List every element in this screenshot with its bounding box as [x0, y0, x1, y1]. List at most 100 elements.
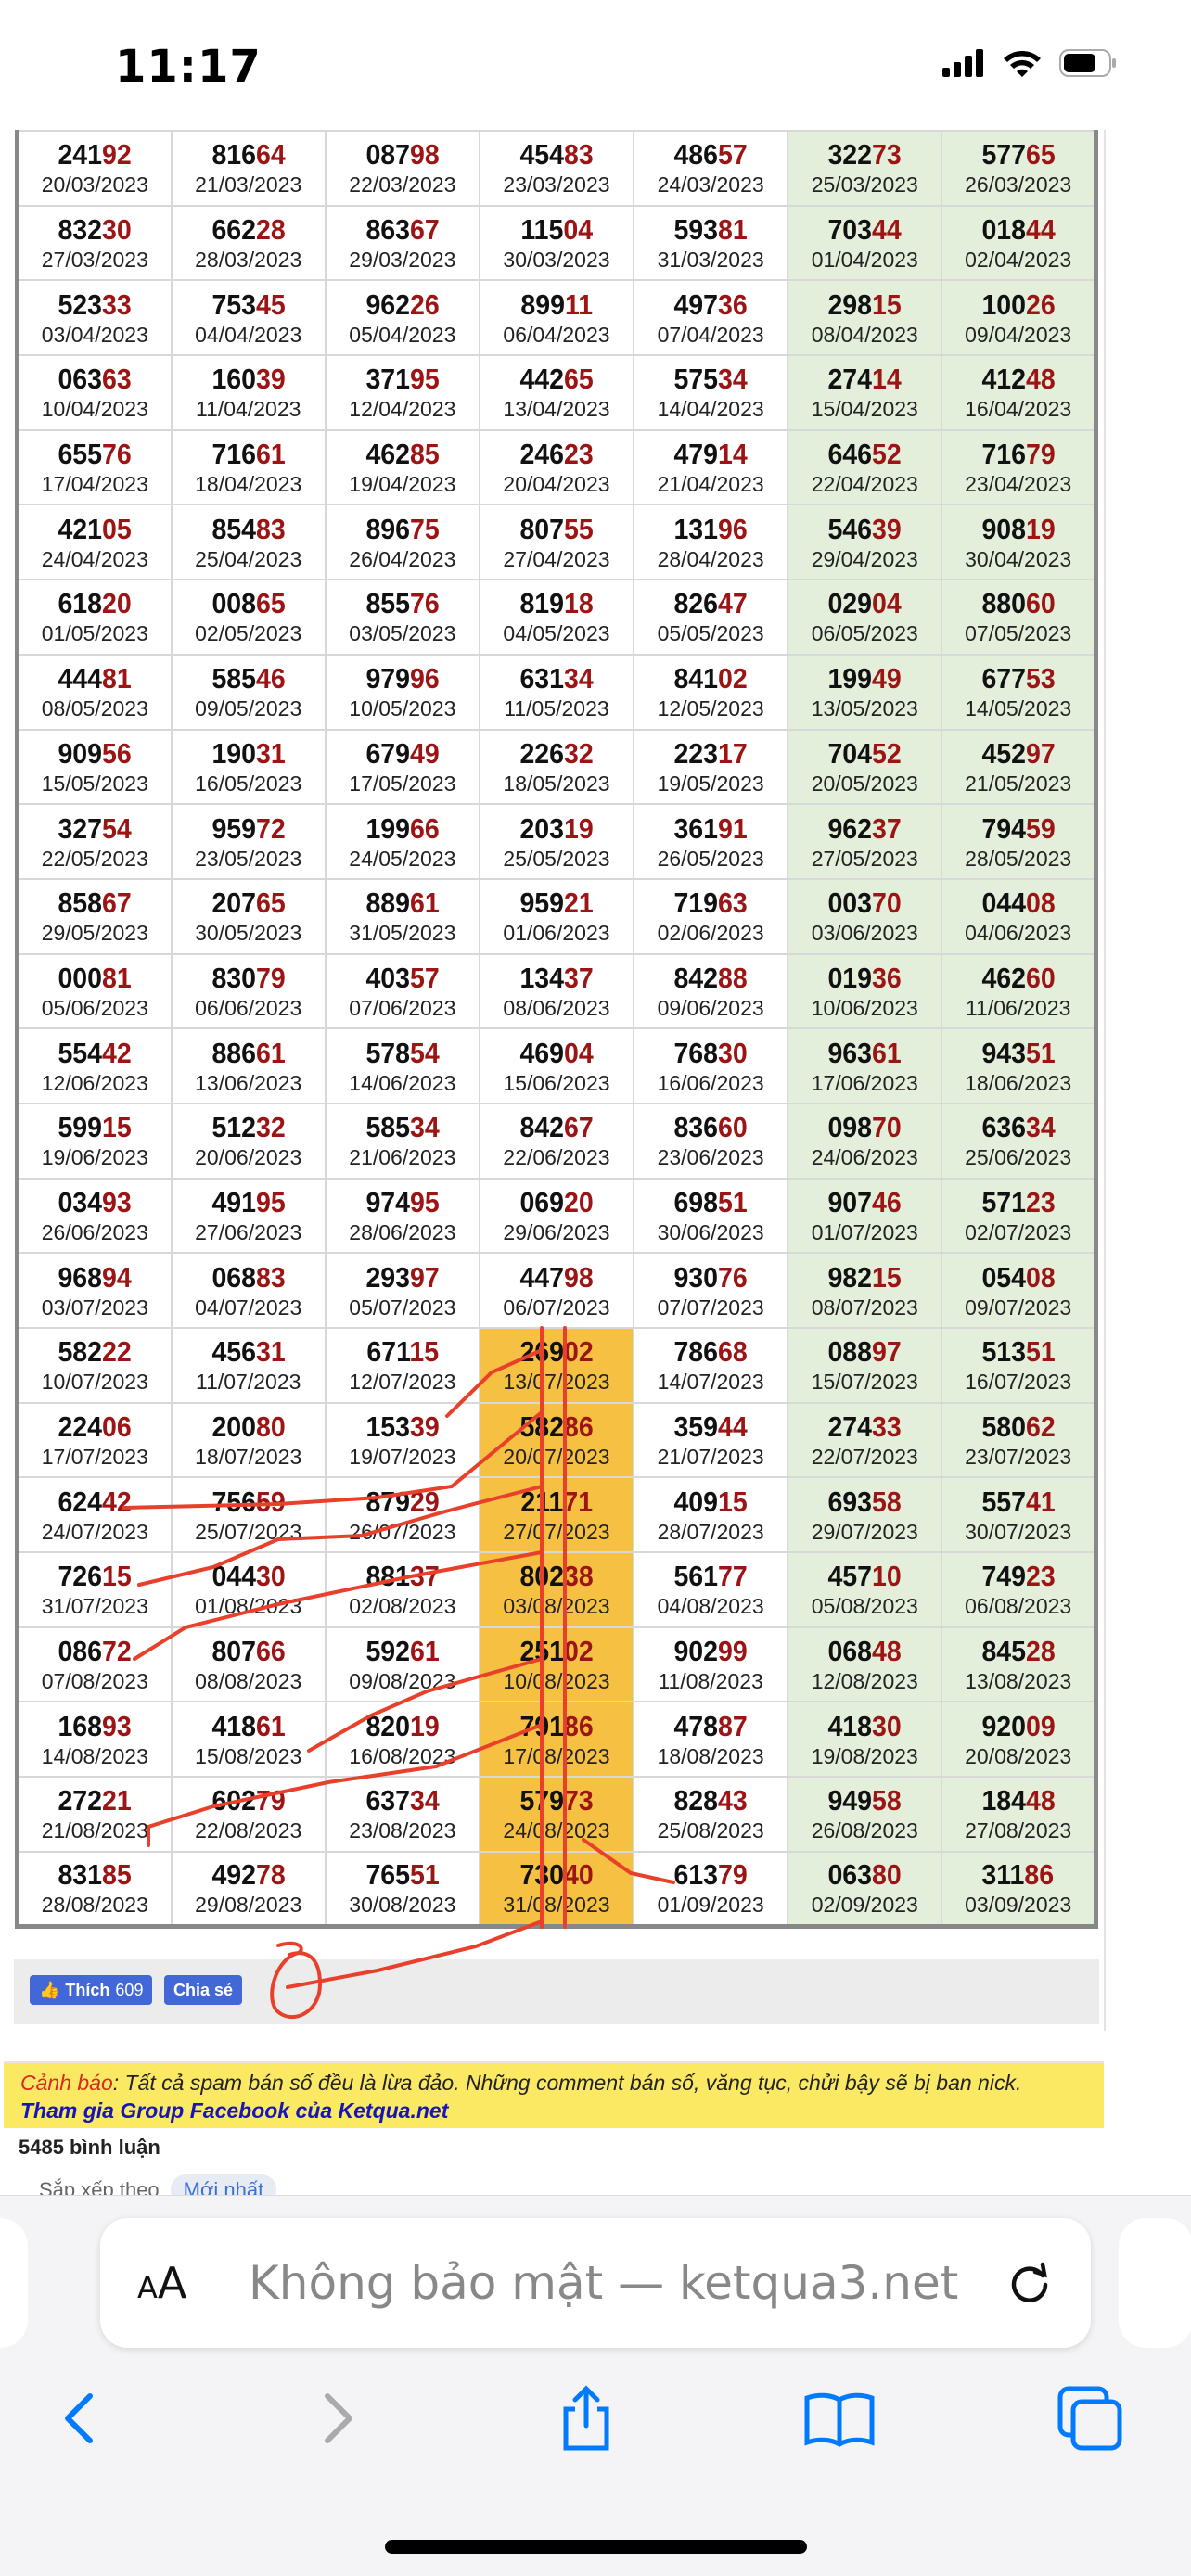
address-bar[interactable]: AA Không bảo mật — ketqua3.net — [100, 2218, 1091, 2348]
number-head: 959 — [519, 886, 564, 920]
tabs-button[interactable] — [1053, 2381, 1127, 2455]
result-number: 97495 — [365, 1186, 439, 1219]
number-tail: 70 — [872, 886, 902, 920]
result-cell: 58286 20/07/2023 — [478, 1401, 635, 1479]
result-number: 58534 — [365, 1111, 439, 1144]
number-tail: 28 — [255, 213, 286, 247]
result-cell: 84528 13/08/2023 — [941, 1626, 1097, 1703]
result-number: 58222 — [58, 1335, 132, 1369]
number-head: 624 — [58, 1485, 103, 1518]
result-date: 03/07/2023 — [41, 1294, 148, 1320]
facebook-group-link[interactable]: Tham gia Group Facebook của Ketqua.net — [20, 2098, 449, 2123]
result-date: 16/04/2023 — [965, 397, 1072, 422]
result-cell: 56177 04/08/2023 — [633, 1551, 789, 1628]
result-date: 15/04/2023 — [811, 397, 918, 422]
result-date: 12/04/2023 — [349, 397, 456, 422]
result-number: 20080 — [211, 1410, 285, 1444]
number-tail: 96 — [409, 662, 440, 695]
number-head: 820 — [365, 1709, 410, 1742]
reload-icon[interactable] — [1005, 2259, 1054, 2307]
reader-options-button[interactable]: AA — [137, 2258, 187, 2308]
result-date: 12/07/2023 — [349, 1370, 456, 1395]
result-number: 51232 — [211, 1111, 285, 1144]
number-tail: 10 — [872, 1560, 902, 1593]
result-cell: 15339 19/07/2023 — [324, 1401, 480, 1479]
result-number: 29815 — [828, 288, 902, 322]
number-tail: 18 — [563, 587, 594, 620]
number-head: 756 — [211, 1485, 256, 1518]
share-page-button[interactable] — [549, 2381, 623, 2455]
number-head: 409 — [673, 1485, 719, 1518]
number-head: 018 — [981, 213, 1026, 247]
result-number: 74923 — [981, 1560, 1055, 1593]
result-number: 13196 — [673, 513, 747, 546]
result-cell: 83079 06/06/2023 — [170, 952, 327, 1030]
table-row: 85867 29/05/2023 20765 30/05/2023 88961 31/05… — [16, 877, 1097, 955]
result-date: 18/04/2023 — [195, 472, 302, 497]
number-head: 863 — [365, 213, 410, 247]
result-number: 80766 — [211, 1635, 285, 1668]
number-head: 636 — [981, 1111, 1026, 1144]
number-head: 491 — [211, 1185, 256, 1218]
number-tail: 36 — [872, 961, 902, 994]
result-number: 44481 — [58, 662, 132, 695]
result-cell: 79459 28/05/2023 — [941, 803, 1097, 880]
number-tail: 15 — [718, 1485, 748, 1518]
share-button[interactable]: Chia sẻ — [164, 1975, 243, 2005]
previous-tab-peek[interactable] — [0, 2218, 28, 2348]
number-tail: 37 — [563, 961, 594, 994]
url-text: Không bảo mật — ketqua3.net — [249, 2256, 959, 2310]
result-date: 24/08/2023 — [503, 1818, 610, 1843]
result-date: 14/05/2023 — [965, 696, 1072, 721]
number-tail: 15 — [102, 1560, 132, 1593]
result-cell: 04408 04/06/2023 — [941, 877, 1097, 955]
number-tail: 42 — [102, 1036, 132, 1069]
number-head: 807 — [211, 1635, 256, 1668]
number-head: 855 — [365, 587, 410, 620]
table-row: 03493 26/06/2023 49195 27/06/2023 97495 28/06… — [16, 1177, 1097, 1255]
result-cell: 86367 29/03/2023 — [324, 204, 480, 282]
result-cell: 32273 25/03/2023 — [787, 130, 943, 207]
result-date: 01/06/2023 — [503, 921, 610, 946]
result-number: 19949 — [828, 662, 902, 695]
number-head: 492 — [211, 1858, 256, 1892]
result-number: 26902 — [519, 1335, 593, 1369]
number-head: 203 — [519, 811, 564, 845]
forward-button[interactable] — [301, 2381, 376, 2455]
number-head: 469 — [519, 1036, 564, 1069]
result-number: 84267 — [519, 1111, 593, 1144]
result-date: 22/05/2023 — [41, 846, 148, 871]
like-button[interactable]: 👍 Thích 609 — [30, 1975, 153, 2005]
number-head: 088 — [827, 1335, 873, 1369]
result-date: 25/06/2023 — [965, 1145, 1072, 1170]
result-number: 87929 — [365, 1486, 439, 1519]
back-button[interactable] — [42, 2381, 116, 2455]
number-tail: 68 — [718, 1335, 748, 1369]
number-head: 578 — [365, 1036, 410, 1069]
result-number: 21171 — [520, 1486, 593, 1519]
result-date: 01/07/2023 — [811, 1219, 918, 1244]
result-number: 20765 — [211, 886, 285, 920]
result-date: 18/07/2023 — [195, 1445, 302, 1470]
bookmarks-button[interactable] — [802, 2381, 877, 2455]
result-cell: 94351 18/06/2023 — [941, 1027, 1097, 1104]
result-number: 18448 — [981, 1784, 1055, 1817]
table-row: 55442 12/06/2023 88661 13/06/2023 57854 14/06… — [16, 1027, 1097, 1104]
result-date: 08/04/2023 — [811, 322, 918, 347]
result-date: 10/05/2023 — [349, 696, 456, 721]
number-tail: 95 — [409, 1185, 440, 1218]
table-row: 62442 24/07/2023 75659 25/07/2023 87929 26/07… — [16, 1476, 1097, 1554]
result-number: 00370 — [828, 886, 902, 920]
number-head: 512 — [211, 1111, 256, 1144]
result-number: 61820 — [58, 587, 132, 620]
result-cell: 52333 03/04/2023 — [16, 279, 173, 357]
result-cell: 67753 14/05/2023 — [941, 653, 1097, 731]
tabs-icon — [1057, 2386, 1122, 2451]
result-date: 01/08/2023 — [195, 1594, 302, 1619]
next-tab-peek[interactable] — [1119, 2218, 1191, 2348]
number-tail: 67 — [409, 213, 440, 247]
result-cell: 88060 07/05/2023 — [941, 579, 1097, 656]
number-head: 442 — [519, 363, 564, 396]
result-number: 54639 — [828, 513, 902, 546]
result-date: 02/04/2023 — [965, 248, 1072, 273]
